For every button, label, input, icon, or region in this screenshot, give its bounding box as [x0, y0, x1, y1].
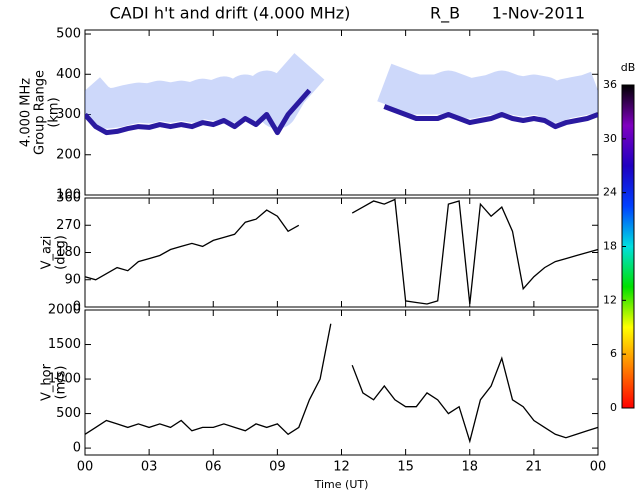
x-tick-label: 09 [269, 460, 286, 475]
y-axis-label: Group Range [33, 70, 48, 155]
colorbar-tick-label: 36 [603, 78, 617, 91]
plot-frame [84, 197, 599, 308]
y-axis-label: V_hor [40, 363, 55, 401]
x-axis-label: Time (UT) [314, 478, 369, 491]
x-tick-label: 00 [77, 460, 94, 475]
date: 1-Nov-2011 [492, 4, 585, 23]
echo-trace [85, 88, 598, 136]
x-tick-label: 18 [461, 460, 478, 475]
y-tick-label: 180 [56, 245, 81, 260]
echo-group [85, 53, 598, 136]
y-tick-label: 360 [56, 191, 81, 206]
y-tick-label: 400 [56, 67, 81, 82]
colorbar-tick-label: 24 [603, 186, 617, 199]
colorbar-tick-label: 30 [603, 132, 617, 145]
y-axis-label: V_azi [40, 236, 55, 270]
x-tick-label: 06 [205, 460, 222, 475]
y-tick-label: 2000 [48, 303, 81, 318]
y-axis-label: (deg) [54, 235, 69, 270]
colorbar-tick-label: 12 [603, 293, 617, 306]
y-axis-label: (m/s) [54, 366, 69, 400]
y-tick-label: 0 [73, 300, 81, 315]
station: R_B [430, 4, 460, 24]
y-axis-label: (km) [47, 97, 62, 127]
colorbar-tick-label: 6 [610, 347, 617, 360]
x-tick-label: 15 [397, 460, 414, 475]
y-tick-label: 200 [56, 147, 81, 162]
y-tick-label: 270 [56, 218, 81, 233]
y-tick-label: 0 [73, 441, 81, 456]
x-tick-label: 21 [526, 460, 543, 475]
chart-title: CADI h't and drift (4.000 MHz) [110, 4, 351, 23]
y-tick-label: 1500 [48, 337, 81, 352]
x-tick-label: 12 [333, 460, 350, 475]
colorbar-tick-label: 0 [610, 401, 617, 414]
y-tick-label: 300 [56, 107, 81, 122]
y-tick-label: 1000 [48, 372, 81, 387]
y-tick-label: 100 [56, 188, 81, 203]
echo-spread [85, 53, 598, 129]
colorbar-label: dB [621, 61, 636, 74]
plot-frame [84, 309, 599, 456]
y-tick-label: 500 [56, 27, 81, 42]
colorbar-tick-label: 18 [603, 240, 617, 253]
line [84, 323, 599, 444]
y-tick-label: 90 [64, 272, 81, 287]
line [84, 198, 599, 305]
x-tick-label: 00 [590, 460, 607, 475]
y-axis-label: 4.000 MHz [19, 78, 34, 147]
y-tick-label: 500 [56, 406, 81, 421]
x-tick-label: 03 [141, 460, 158, 475]
